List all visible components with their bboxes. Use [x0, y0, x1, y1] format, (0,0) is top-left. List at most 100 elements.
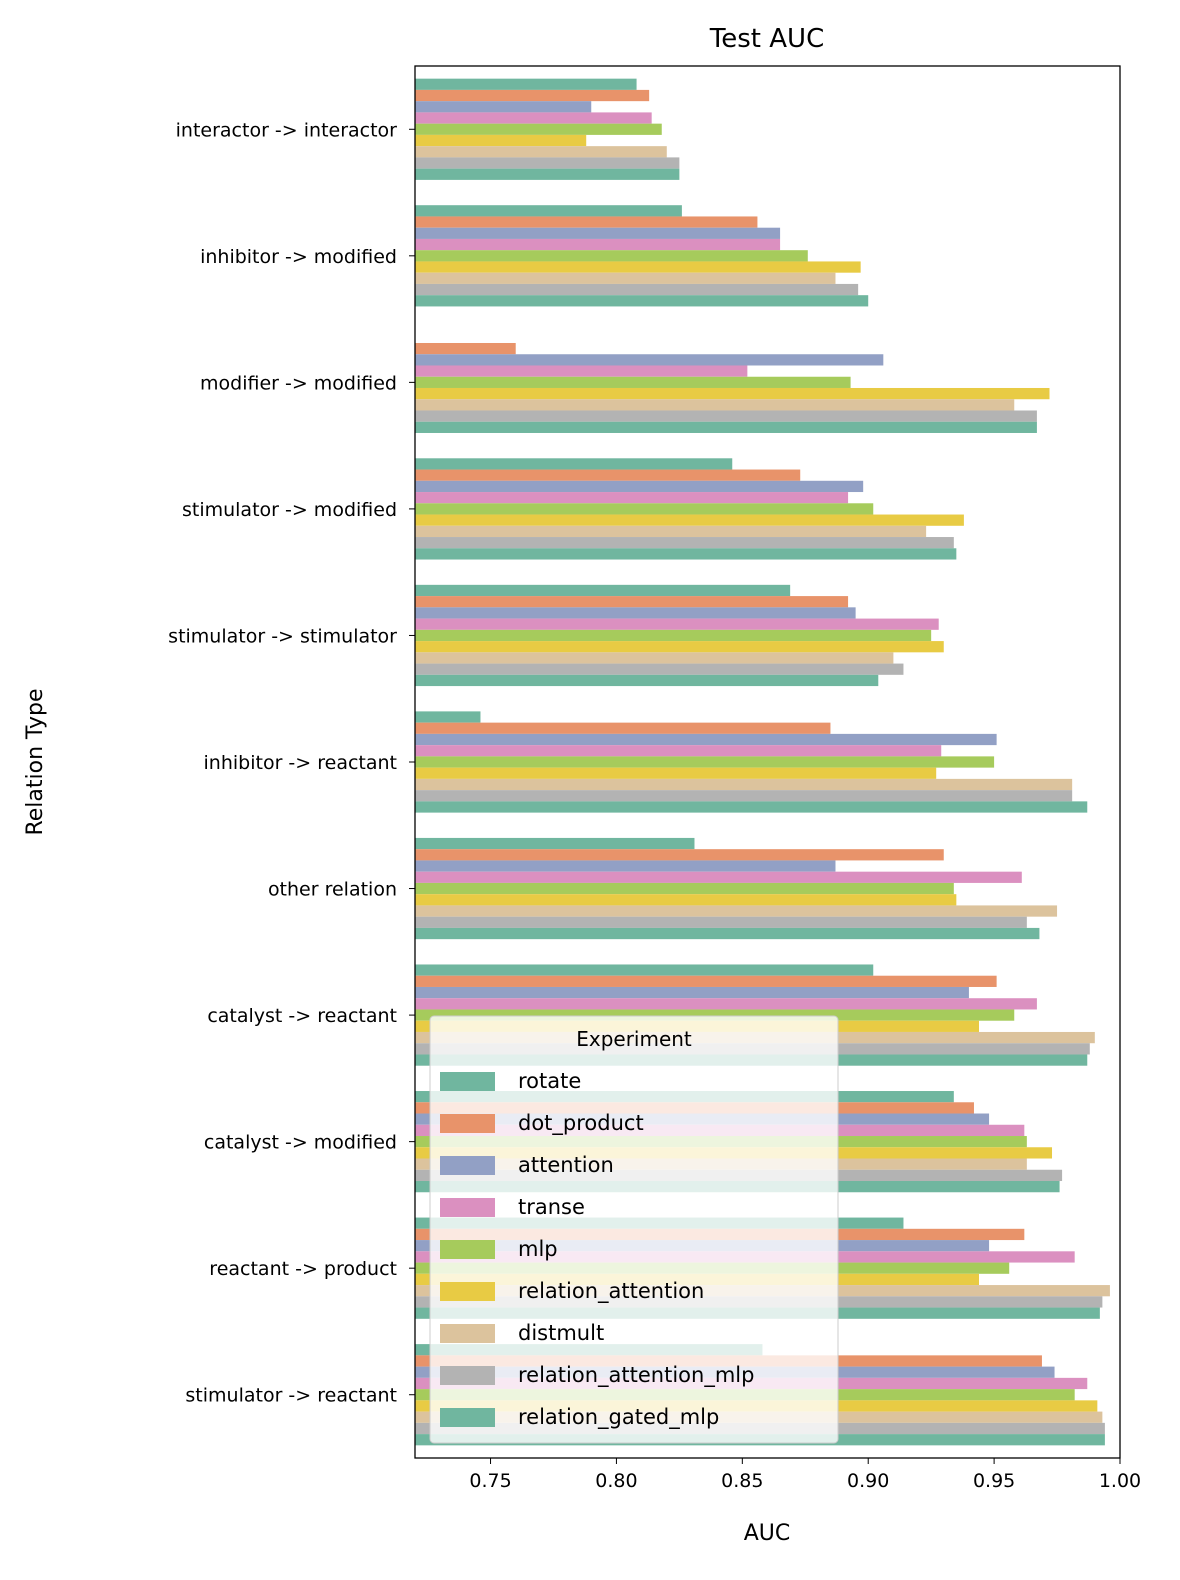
y-axis: interactor -> interactor inhibitor -> mod…: [168, 119, 415, 1407]
bar-dot_product: [415, 596, 849, 608]
legend-label: relation_attention: [518, 1279, 704, 1304]
bar-attention: [415, 860, 836, 872]
bar-attention: [415, 101, 592, 113]
bar-rotate: [415, 837, 695, 850]
y-tick-label: inhibitor -> modified: [200, 246, 397, 268]
legend-label: attention: [518, 1153, 614, 1177]
bar-rotate: [415, 711, 481, 723]
y-tick-label: stimulator -> stimulator: [168, 625, 397, 647]
bar-transe: [415, 492, 849, 504]
legend-swatch-dot_product: [440, 1114, 495, 1133]
bar-relation_attention: [415, 641, 944, 653]
bar-transe: [415, 365, 748, 377]
bar-mlp: [415, 1009, 1015, 1021]
bar-dot_product: [415, 849, 944, 861]
bar-relation_gated_mlp: [415, 548, 957, 560]
bar-attention: [415, 354, 884, 366]
bar-relation_attention: [415, 134, 587, 147]
legend-label: relation_attention_mlp: [518, 1363, 754, 1388]
bar-attention: [415, 986, 969, 999]
bar-relation_attention: [415, 261, 861, 273]
bar-relation_gated_mlp: [415, 674, 879, 687]
y-tick-label: other relation: [268, 879, 397, 901]
legend-box: [429, 1015, 839, 1444]
chart-title: Test AUC: [709, 24, 824, 54]
bar-relation_attention_mlp: [415, 663, 904, 675]
bar-mlp: [415, 250, 808, 262]
bar-transe: [415, 871, 1022, 883]
bar-relation_attention: [415, 387, 1050, 400]
bar-relation_attention_mlp: [415, 916, 1027, 928]
bar-attention: [415, 227, 781, 239]
bar-transe: [415, 238, 781, 251]
x-tick-label: 0.80: [595, 1470, 637, 1492]
bar-relation_gated_mlp: [415, 801, 1088, 813]
x-axis: 0.75 0.80 0.85 0.90 0.95 1.00: [469, 1458, 1141, 1492]
bar-transe: [415, 112, 652, 124]
bar-relation_attention_mlp: [415, 790, 1073, 802]
bar-distmult: [415, 652, 894, 664]
bar-relation_gated_mlp: [415, 421, 1037, 433]
bar-relation_attention_mlp: [415, 410, 1037, 422]
legend-swatch-attention: [440, 1156, 495, 1175]
bar-distmult: [415, 399, 1015, 411]
bar-relation_gated_mlp: [415, 295, 869, 307]
legend-swatch-relation_gated_mlp: [440, 1408, 495, 1427]
bar-mlp: [415, 629, 932, 642]
bar-dot_product: [415, 342, 516, 355]
y-tick-label: inhibitor -> reactant: [204, 752, 397, 774]
bar-rotate: [415, 205, 682, 217]
bar-relation_attention: [415, 514, 964, 526]
legend-swatch-relation_attention: [440, 1282, 495, 1301]
bar-relation_gated_mlp: [415, 168, 680, 180]
bar-rotate: [415, 78, 637, 90]
y-tick-label: reactant -> product: [209, 1258, 397, 1280]
legend-label: transe: [518, 1195, 585, 1219]
bar-mlp: [415, 503, 874, 515]
bar-relation_attention_mlp: [415, 283, 859, 296]
x-tick-label: 0.85: [721, 1470, 763, 1492]
bar-rotate: [415, 964, 874, 976]
legend-swatch-mlp: [440, 1240, 495, 1259]
bar-relation_attention_mlp: [415, 157, 680, 169]
x-tick-label: 1.00: [1099, 1470, 1141, 1492]
x-tick-label: 0.90: [847, 1470, 889, 1492]
legend-title: Experiment: [576, 1027, 692, 1051]
legend-swatch-distmult: [440, 1324, 495, 1343]
x-tick-label: 0.95: [973, 1470, 1015, 1492]
y-tick-label: stimulator -> modified: [182, 499, 397, 521]
bar-mlp: [415, 756, 995, 768]
bar-transe: [415, 745, 942, 757]
bar-relation_gated_mlp: [415, 927, 1040, 940]
y-tick-label: catalyst -> modified: [204, 1132, 397, 1154]
bar-transe: [415, 618, 939, 630]
bar-rotate: [415, 458, 733, 470]
bar-distmult: [415, 905, 1058, 917]
bar-relation_attention: [415, 767, 937, 779]
bar-distmult: [415, 146, 667, 158]
legend-swatch-transe: [440, 1198, 495, 1217]
bar-distmult: [415, 778, 1073, 791]
x-tick-label: 0.75: [469, 1470, 511, 1492]
bar-relation_attention: [415, 894, 957, 906]
bar-dot_product: [415, 216, 758, 228]
legend-label: dot_product: [518, 1111, 644, 1136]
legend-label: distmult: [518, 1321, 604, 1345]
bar-mlp: [415, 882, 954, 895]
legend-label: relation_gated_mlp: [518, 1405, 719, 1430]
legend-label: rotate: [518, 1069, 581, 1093]
legend-label: mlp: [518, 1237, 558, 1261]
bar-dot_product: [415, 722, 831, 734]
bar-mlp: [415, 376, 851, 388]
bar-distmult: [415, 272, 836, 284]
legend-swatch-relation_attention_mlp: [440, 1366, 495, 1385]
bar-mlp: [415, 123, 662, 135]
y-tick-label: interactor -> interactor: [176, 119, 398, 141]
bar-dot_product: [415, 89, 650, 102]
bar-attention: [415, 607, 856, 619]
legend: Experiment rotate dot_product attention tra…: [429, 1015, 839, 1444]
bar-transe: [415, 998, 1037, 1010]
bar-dot_product: [415, 975, 997, 987]
bar-distmult: [415, 525, 927, 538]
